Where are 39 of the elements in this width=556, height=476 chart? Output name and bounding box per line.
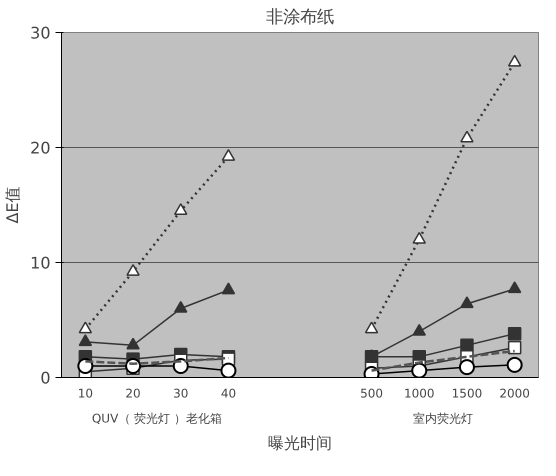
point	[222, 282, 236, 294]
point	[126, 264, 140, 276]
point	[460, 130, 474, 143]
text: 室内荧光灯	[413, 412, 474, 426]
x-axis-title: 曝光时间	[268, 434, 332, 452]
x-tick-label: 2000	[499, 386, 530, 400]
point	[126, 338, 140, 350]
x-tick-label: 40	[220, 386, 236, 400]
point	[412, 324, 426, 336]
point	[77, 358, 94, 374]
point	[78, 334, 92, 346]
point	[412, 232, 426, 244]
point	[508, 340, 522, 354]
point	[508, 54, 522, 67]
point	[508, 281, 522, 294]
point	[220, 362, 236, 378]
point	[222, 149, 236, 161]
y-tick-label: 10	[30, 254, 50, 272]
x-tick-label: 30	[173, 386, 188, 400]
point	[460, 296, 474, 308]
point	[174, 300, 188, 313]
x-tick-label: 10	[78, 386, 93, 400]
x-tick-label: 20	[125, 386, 141, 400]
point	[411, 362, 428, 378]
point	[508, 327, 522, 341]
point	[174, 203, 188, 215]
y-tick-label: 20	[30, 138, 50, 158]
point	[364, 322, 378, 334]
x-tick-label: 1000	[404, 386, 435, 400]
point	[458, 359, 475, 376]
chart-title: 非涂布纸	[266, 8, 334, 28]
x-tick-label: 1500	[452, 386, 482, 400]
y-tick-label: 30	[30, 24, 50, 42]
text: QUV（ 荧光灯 ）老化箱	[92, 412, 222, 426]
y-axis-title: ΔE值	[3, 186, 22, 224]
y-tick-label: 0	[40, 368, 51, 388]
point	[78, 322, 92, 334]
point	[506, 356, 523, 373]
x-tick-label: 500	[360, 386, 384, 400]
